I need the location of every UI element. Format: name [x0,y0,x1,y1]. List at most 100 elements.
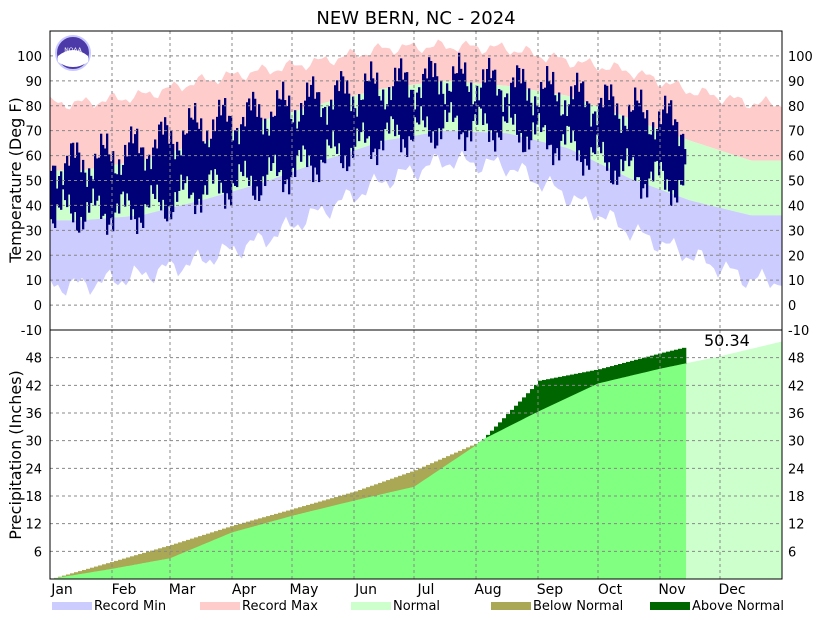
below-normal-step [362,488,367,499]
above-normal-step [550,378,555,406]
precip-tick-label-left: 18 [25,490,42,505]
observed-temp-bar [208,147,211,175]
below-normal-step [262,517,267,525]
above-normal-step [662,352,667,369]
observed-temp-bar [336,80,339,154]
observed-temp-bar [510,82,513,118]
observed-temp-bar [444,104,447,110]
below-normal-step [106,563,111,570]
precipitation-panel: 6 6 12 12 18 18 24 24 30 30 36 36 42 42 48 48 Precipita… [6,329,805,580]
observed-temp-bar [638,103,641,178]
observed-temp-bar [658,111,661,176]
below-normal-step [250,520,255,528]
below-normal-step [98,565,103,572]
observed-temp-bar [516,65,519,135]
observed-temp-bar [626,129,629,149]
observed-temp-bar [338,91,341,144]
above-normal-step [634,359,639,375]
observed-temp-bar [278,98,281,173]
temp-tick-label-right: 20 [788,249,805,264]
observed-temp-bar [220,115,223,183]
observed-temp-bar [474,101,477,115]
temp-tick-label-right: 10 [788,274,805,289]
below-normal-step [118,559,123,568]
temp-tick-label-left: 0 [34,299,42,314]
svg-text:NOAA: NOAA [64,47,82,54]
observed-temp-bar [664,95,667,190]
observed-temp-bar [108,154,111,225]
observed-temp-bar [396,81,399,125]
precipitation-axis-label: Precipitation (Inches) [6,370,25,540]
observed-temp-bar [78,152,81,233]
observed-temp-bar [334,85,337,147]
observed-temp-bar [678,146,681,180]
below-normal-step [202,534,207,545]
observed-temp-bar [270,111,273,171]
observed-temp-bar [578,91,581,151]
above-normal-step [526,393,531,418]
observed-temp-bar [214,131,217,170]
temp-tick-label-right: 60 [788,150,805,165]
observed-temp-bar [472,104,475,121]
observed-temp-bar [246,102,249,178]
below-normal-step [346,493,351,503]
observed-temp-bar [204,143,207,186]
observed-temp-bar [546,66,549,150]
below-normal-step [122,558,127,568]
above-normal-step [682,347,687,365]
below-normal-step [126,557,131,567]
observed-temp-bar [288,95,291,195]
observed-temp-bar [662,109,665,171]
observed-temp-bar [106,133,109,235]
observed-temp-bar [180,155,183,175]
temp-tick-label-left: 20 [25,249,42,264]
observed-temp-bar [230,115,233,207]
observed-temp-bar [572,99,575,131]
observed-temp-bar [432,77,435,132]
observed-temp-bar [192,119,195,193]
observed-temp-bar [98,157,101,196]
above-normal-step [490,430,495,436]
observed-temp-bar [428,57,431,137]
temp-tick-label-left: 30 [25,224,42,239]
temperature-axis-label: Temperature (Deg F) [6,97,25,264]
observed-temp-bar [218,99,221,194]
below-normal-step [186,539,191,552]
observed-temp-bar [330,99,333,149]
below-normal-step [158,548,163,561]
observed-temp-bar [392,86,395,120]
precip-tick-label-right: 42 [788,379,805,394]
above-normal-step [494,426,499,434]
observed-temp-bar [616,103,619,185]
below-normal-step [366,487,371,498]
legend-label: Record Min [94,599,166,614]
below-normal-step [310,503,315,512]
legend-label: Above Normal [692,599,784,614]
observed-temp-bar [202,141,205,195]
observed-temp-bar [366,81,369,139]
observed-temp-bar [236,127,239,188]
observed-temp-bar [414,109,417,118]
observed-temp-bar [410,89,413,140]
observed-temp-bar [642,112,645,189]
temp-tick-label-left: -10 [21,324,42,339]
observed-temp-bar [632,110,635,158]
observed-temp-bar [86,186,89,203]
observed-temp-bar [346,80,349,172]
temp-tick-label-left: 60 [25,150,42,165]
observed-temp-bar [584,107,587,159]
above-normal-step [670,350,675,367]
observed-temp-bar [566,116,569,126]
legend-swatch [200,602,240,610]
observed-temp-bar [304,100,307,150]
observed-temp-bar [534,96,537,135]
legend: Record Min Record Max Normal Below Normal Ab… [52,599,784,614]
observed-temp-bar [404,72,407,148]
observed-temp-bar [250,110,253,176]
observed-temp-bar [72,142,75,223]
observed-temp-bar [198,128,201,199]
observed-temp-bar [650,134,653,172]
above-normal-step [554,377,559,405]
observed-temp-bar [426,78,429,117]
observed-temp-bar [540,81,543,133]
